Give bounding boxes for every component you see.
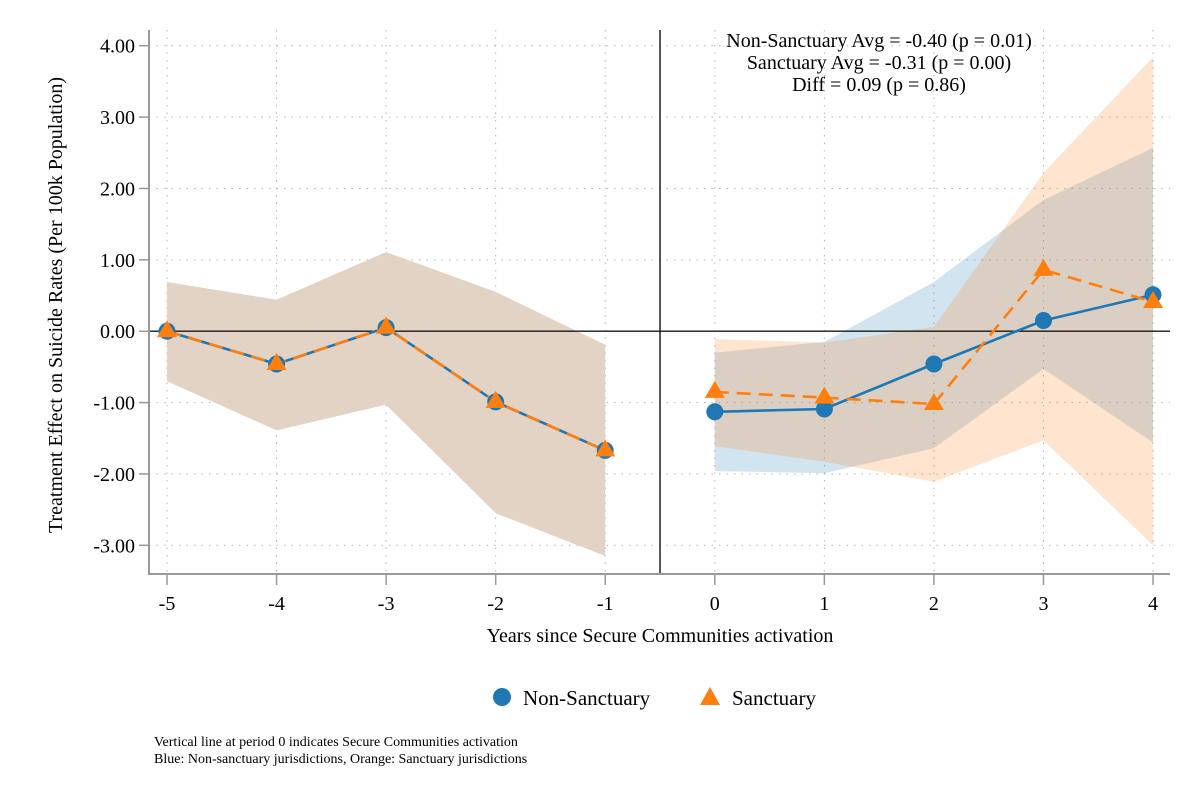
x-tick-label: -3 bbox=[378, 593, 395, 615]
point-sanctuary bbox=[266, 353, 287, 371]
stats-annotation: Non-Sanctuary Avg = -0.40 (p = 0.01) San… bbox=[726, 30, 1031, 96]
point-non-sanctuary bbox=[925, 355, 943, 373]
reference-lines bbox=[149, 30, 1170, 574]
y-tick-label: -3.00 bbox=[93, 535, 135, 557]
point-sanctuary bbox=[704, 380, 725, 398]
annotation-diff: Diff = 0.09 (p = 0.86) bbox=[792, 74, 966, 96]
footnote-colors: Blue: Non-sanctuary jurisdictions, Orang… bbox=[154, 752, 527, 767]
point-non-sanctuary bbox=[815, 400, 833, 418]
point-sanctuary bbox=[814, 386, 835, 404]
point-sanctuary bbox=[485, 390, 506, 408]
y-tick-label: -2.00 bbox=[93, 464, 135, 486]
x-tick-label: -5 bbox=[159, 593, 176, 615]
ci-band-pre-period bbox=[167, 252, 606, 556]
y-tick-label: -1.00 bbox=[93, 393, 135, 415]
x-tick-label: 0 bbox=[710, 593, 720, 615]
series-markers bbox=[157, 258, 1164, 459]
legend-marker-sanctuary bbox=[700, 687, 720, 705]
x-tick-label: 1 bbox=[819, 593, 829, 615]
x-tick-label: -4 bbox=[268, 593, 285, 615]
x-tick-label: 3 bbox=[1038, 593, 1048, 615]
legend-label-sanctuary: Sanctuary bbox=[732, 686, 816, 710]
point-sanctuary bbox=[1033, 258, 1054, 276]
point-non-sanctuary bbox=[706, 403, 724, 421]
x-tick-label: 4 bbox=[1148, 593, 1158, 615]
x-axis-title: Years since Secure Communities activatio… bbox=[487, 625, 834, 647]
y-tick-label: 2.00 bbox=[100, 178, 135, 200]
y-tick-label: 1.00 bbox=[100, 250, 135, 272]
line-sanctuary-post-period bbox=[714, 268, 1154, 406]
y-tick-label: 3.00 bbox=[100, 107, 135, 129]
point-non-sanctuary bbox=[1035, 312, 1052, 329]
ci-band-sanctuary bbox=[714, 57, 1153, 546]
footnote-vertical-line: Vertical line at period 0 indicates Secu… bbox=[154, 735, 518, 750]
y-axis-title: Treatment Effect on Suicide Rates (Per 1… bbox=[45, 77, 67, 533]
legend-marker-non-sanctuary bbox=[493, 688, 511, 706]
point-sanctuary bbox=[157, 320, 177, 338]
legend-label-non-sanctuary: Non-Sanctuary bbox=[523, 686, 651, 710]
y-tick-label: 0.00 bbox=[100, 321, 135, 343]
footnotes: Vertical line at period 0 indicates Secu… bbox=[154, 735, 527, 767]
annotation-non-sanctuary-avg: Non-Sanctuary Avg = -0.40 (p = 0.01) bbox=[726, 30, 1031, 52]
y-tick-label: 4.00 bbox=[100, 36, 135, 58]
annotation-sanctuary-avg: Sanctuary Avg = -0.31 (p = 0.00) bbox=[747, 52, 1011, 74]
x-tick-label: -1 bbox=[597, 593, 614, 615]
axes: 4.00 3.00 2.00 1.00 0.00 -1.00 -2.00 -3.00 -5 -4 -… bbox=[93, 30, 1170, 615]
x-tick-label: 2 bbox=[929, 593, 939, 615]
point-sanctuary bbox=[376, 316, 397, 334]
point-sanctuary bbox=[595, 439, 616, 457]
x-tick-label: -2 bbox=[487, 593, 504, 615]
point-sanctuary bbox=[1143, 290, 1164, 308]
legend: Non-Sanctuary Sanctuary bbox=[493, 686, 816, 710]
point-sanctuary bbox=[923, 392, 944, 410]
